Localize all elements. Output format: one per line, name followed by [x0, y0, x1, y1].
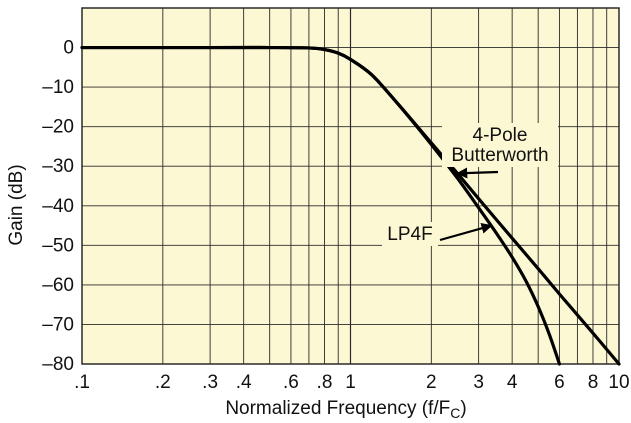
x-tick-label: .3	[202, 372, 218, 393]
annotation-line: LP4F	[387, 224, 432, 245]
y-tick-label: –50	[42, 235, 74, 256]
y-tick-label: –40	[42, 196, 74, 217]
x-axis-title: Normalized Frequency (f/FC)	[225, 398, 466, 421]
x-tick-label: 10	[608, 372, 629, 393]
annotation-label-4-pole-butterworth: 4-Pole Butterworth	[451, 125, 548, 166]
y-tick-label: –60	[42, 275, 74, 296]
annotation-line: 4-Pole	[473, 125, 528, 146]
plot-frame	[81, 7, 620, 365]
annotation-line: Butterworth	[451, 145, 548, 166]
y-tick-label: –70	[42, 314, 74, 335]
x-tick-label: .8	[317, 372, 333, 393]
annotation-arrow-lp4f	[439, 222, 493, 242]
x-tick-label: .6	[283, 372, 299, 393]
x-axis-title-subscript: C	[450, 405, 460, 421]
y-tick-label: 0	[63, 38, 74, 59]
x-axis-title-suffix: )	[460, 398, 466, 419]
x-axis-title-main: Normalized Frequency (f/F	[225, 398, 450, 419]
annotation-box-4-pole-butterworth	[442, 123, 558, 167]
y-tick-label: –30	[42, 156, 74, 177]
x-tick-label: .4	[236, 372, 252, 393]
x-tick-label: 1	[345, 372, 356, 393]
series-layer	[80, 45, 621, 366]
series-line-lp4f	[80, 45, 562, 366]
x-tick-labels: .1 .2 .3 .4 .6 .8 1 2 3 4 6 8 10	[74, 372, 630, 393]
x-tick-label: 4	[507, 372, 518, 393]
x-tick-label: 8	[588, 372, 599, 393]
x-tick-label: 6	[554, 372, 565, 393]
y-tick-label: –80	[42, 354, 74, 375]
x-tick-label: 3	[473, 372, 484, 393]
annotation-box-lp4f	[382, 222, 438, 246]
y-tick-label: –20	[42, 117, 74, 138]
annotation-arrow-4-pole-butterworth	[456, 167, 499, 179]
y-axis-title: Gain (dB)	[6, 164, 27, 245]
x-tick-label: 2	[426, 372, 437, 393]
y-tick-label: –10	[42, 77, 74, 98]
annotation-label-lp4f: LP4F	[387, 224, 432, 245]
y-tick-labels: 0 –10 –20 –30 –40 –50 –60 –70 –80	[42, 38, 74, 375]
x-tick-label: .1	[74, 372, 90, 393]
annotation-layer: 4-Pole Butterworth LP4F	[382, 123, 558, 246]
x-tick-label: .2	[155, 372, 171, 393]
